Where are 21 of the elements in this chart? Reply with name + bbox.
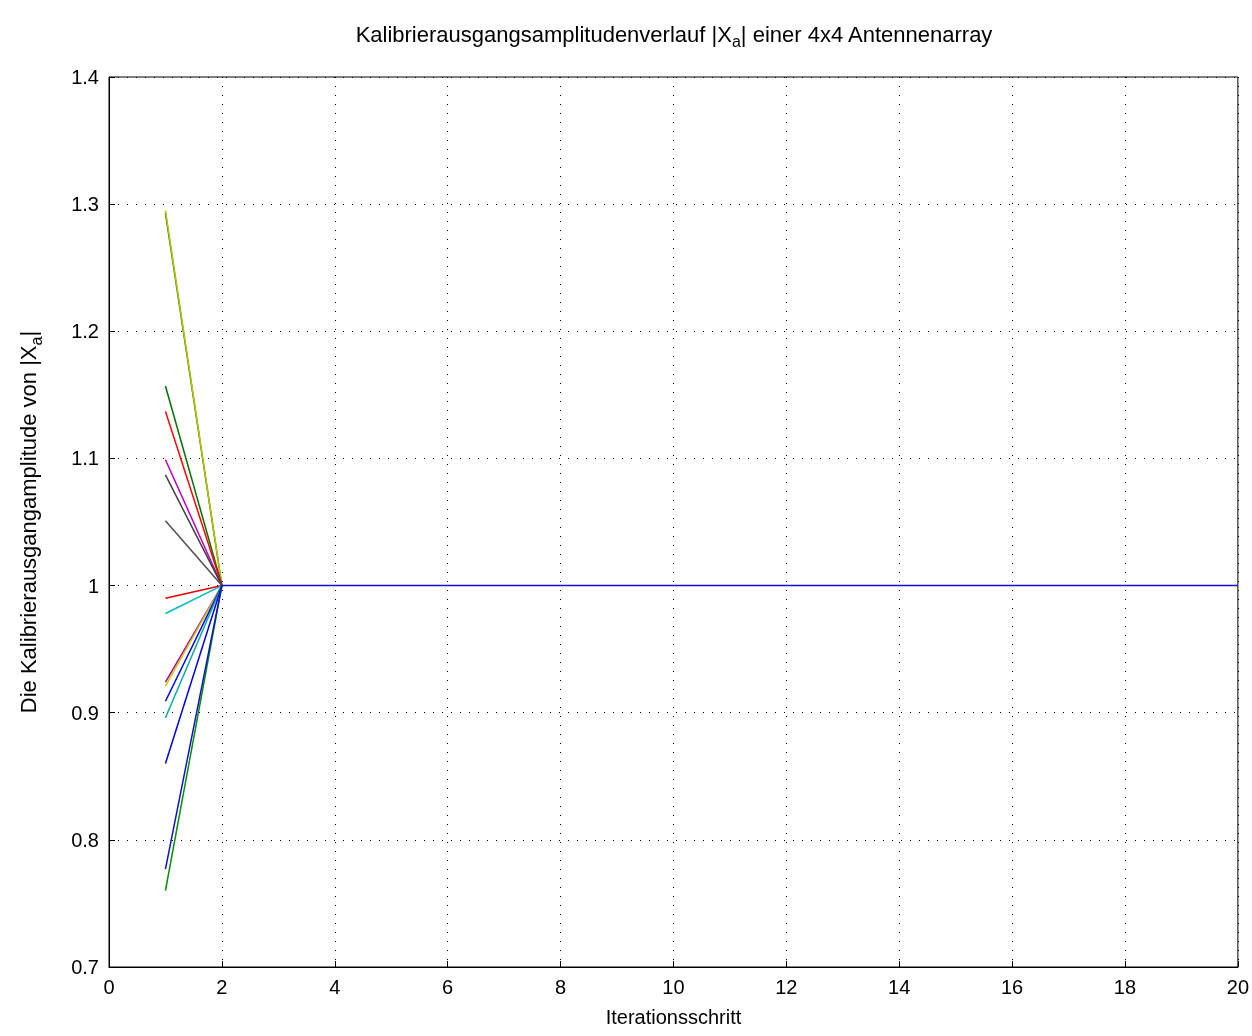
x-tick-label: 10 [662,976,685,998]
x-tick-label: 6 [442,976,454,998]
x-tick-label: 4 [329,976,341,998]
x-tick-label: 20 [1226,976,1249,998]
y-tick-label: 1.3 [71,193,99,216]
x-tick-label: 14 [888,976,911,998]
y-tick-label: 0.7 [71,956,99,978]
y-tick-label: 0.8 [71,828,99,851]
y-tick-label: 1.1 [71,447,99,470]
chart-title: Kalibrierausgangsamplitudenverlauf |X$_{a}$| einer 4x4 Antennenarray [354,22,994,52]
y-tick-label: 0.9 [71,701,99,724]
x-tick-label: 8 [554,976,567,998]
x-tick-label: 18 [1113,976,1137,998]
x-axis-title: Iterationsschritt [605,1006,742,1028]
y-tick-label: 1.2 [71,320,99,343]
x-tick-label: 16 [1000,976,1024,998]
x-tick-label: 2 [216,976,228,998]
y-tick-label: 1.4 [71,66,99,88]
x-tick-label: 0 [103,976,115,998]
x-tick-label: 12 [775,976,798,998]
y-tick-label: 1 [87,574,99,597]
